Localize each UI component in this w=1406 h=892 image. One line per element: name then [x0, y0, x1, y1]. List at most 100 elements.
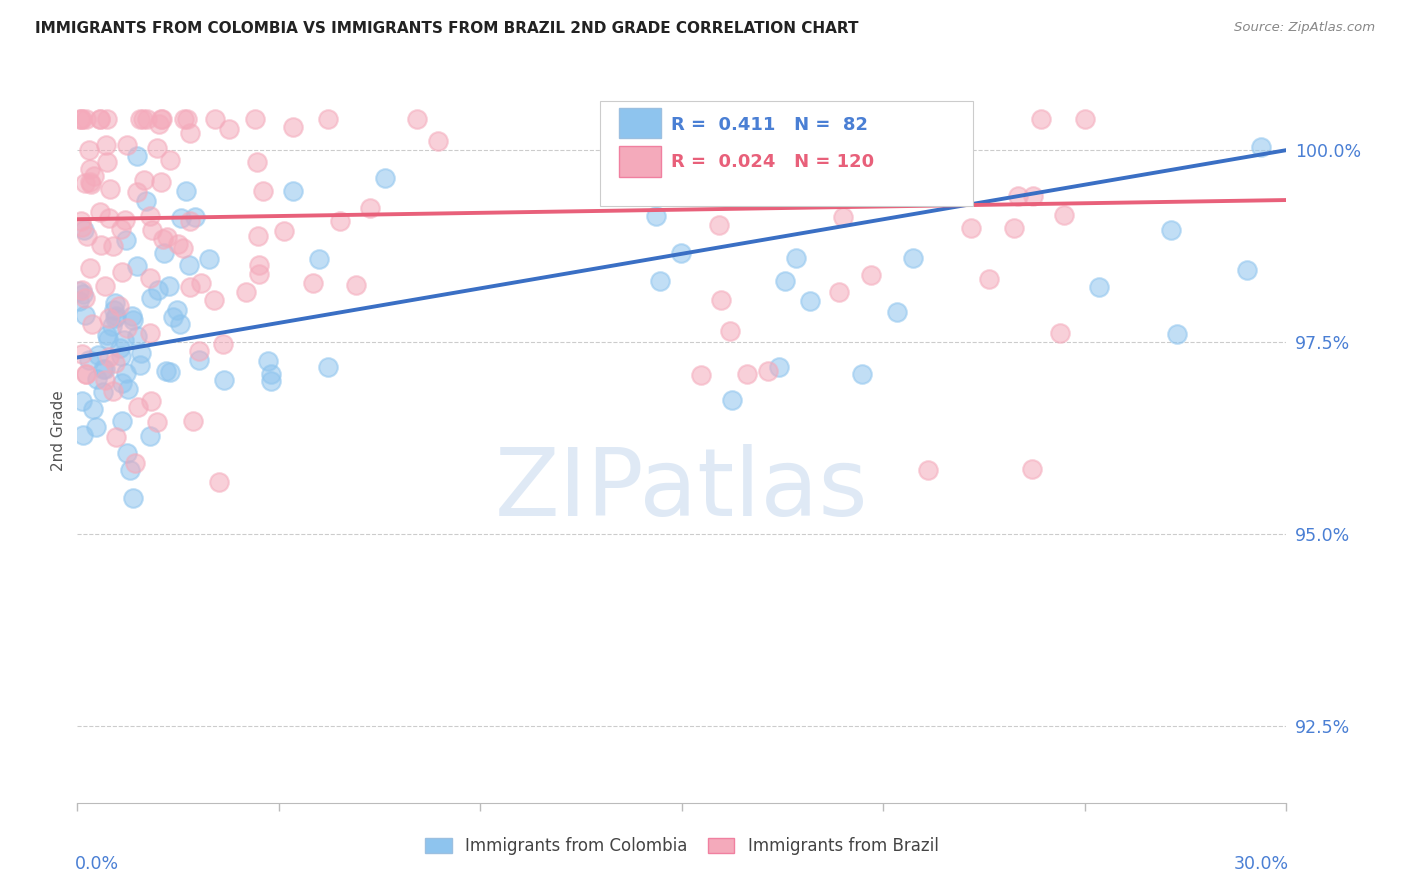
Point [197, 252, 219, 267]
Point [104, 309, 127, 323]
Point [159, 365, 181, 379]
Point [828, 285, 851, 299]
Point [72, 287, 94, 301]
Point [93, 384, 115, 399]
Point [208, 475, 231, 490]
Point [80, 177, 103, 191]
Point [67, 284, 90, 298]
Point [903, 251, 925, 265]
Point [1088, 280, 1111, 294]
Point [73, 223, 96, 237]
Point [91, 362, 114, 376]
Point [281, 120, 304, 134]
Point [150, 112, 173, 127]
Point [98, 211, 121, 225]
Point [188, 353, 211, 368]
Point [1007, 189, 1029, 203]
Point [110, 376, 132, 390]
Point [141, 223, 163, 237]
Point [1022, 188, 1045, 202]
Point [127, 259, 149, 273]
Point [132, 112, 155, 127]
Point [302, 277, 325, 291]
Point [169, 318, 191, 332]
Point [75, 291, 97, 305]
Point [889, 112, 911, 127]
Point [252, 184, 274, 198]
Point [117, 137, 139, 152]
Point [98, 311, 121, 326]
Point [187, 343, 209, 358]
Point [122, 313, 145, 327]
Point [117, 382, 139, 396]
Point [96, 155, 118, 169]
Point [67, 293, 90, 308]
Point [179, 214, 201, 228]
Point [159, 153, 181, 168]
Point [115, 321, 138, 335]
Point [139, 209, 162, 223]
Point [125, 149, 148, 163]
Point [129, 112, 152, 127]
Point [75, 367, 97, 381]
Point [184, 210, 207, 224]
Text: R =  0.411   N =  82: R = 0.411 N = 82 [671, 116, 868, 134]
Point [75, 308, 97, 322]
Point [108, 299, 131, 313]
Point [110, 350, 132, 364]
Point [249, 268, 271, 282]
Point [172, 240, 194, 254]
Point [707, 218, 730, 232]
Point [316, 112, 339, 127]
Point [121, 310, 143, 324]
Point [75, 368, 97, 382]
Point [83, 169, 105, 183]
Point [374, 170, 396, 185]
Point [162, 310, 184, 324]
Point [114, 233, 136, 247]
Point [104, 310, 127, 325]
Point [131, 346, 153, 360]
Point [316, 359, 339, 374]
Point [96, 112, 118, 127]
Point [917, 463, 939, 477]
Point [179, 258, 201, 272]
Point [82, 402, 104, 417]
Y-axis label: 2nd Grade: 2nd Grade [51, 390, 66, 471]
Point [260, 367, 283, 381]
Point [1073, 112, 1095, 127]
Point [70, 112, 93, 127]
Legend: Immigrants from Colombia, Immigrants from Brazil: Immigrants from Colombia, Immigrants fro… [419, 830, 945, 862]
Point [94, 138, 117, 153]
Point [93, 373, 115, 387]
Point [1250, 140, 1272, 154]
Text: ZIPatlas: ZIPatlas [495, 444, 869, 536]
Point [101, 319, 124, 334]
Point [247, 258, 270, 272]
Point [97, 332, 120, 346]
Point [1053, 208, 1076, 222]
Point [93, 362, 115, 376]
Point [89, 204, 111, 219]
Point [89, 112, 111, 127]
Point [1236, 263, 1258, 277]
Point [152, 232, 174, 246]
Point [246, 155, 269, 169]
Point [710, 293, 733, 307]
Point [773, 274, 796, 288]
Point [174, 184, 197, 198]
Point [876, 112, 898, 127]
Point [87, 348, 110, 362]
Point [76, 229, 98, 244]
Point [735, 368, 758, 382]
Point [960, 221, 983, 235]
Point [860, 268, 883, 282]
Point [111, 414, 134, 428]
Point [692, 157, 714, 171]
Point [100, 182, 122, 196]
Point [72, 347, 94, 361]
Point [718, 325, 741, 339]
Point [79, 261, 101, 276]
Point [235, 285, 257, 299]
Point [176, 112, 198, 127]
